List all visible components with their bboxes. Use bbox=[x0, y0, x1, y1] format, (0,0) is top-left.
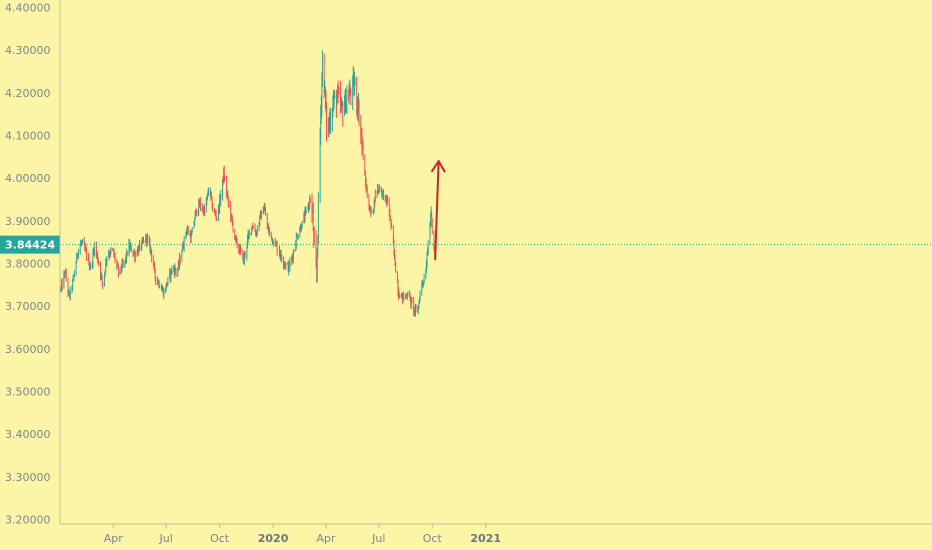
y-tick-label: 3.60000 bbox=[5, 343, 51, 356]
y-tick-label: 4.10000 bbox=[5, 130, 51, 143]
annotation-arrow-head bbox=[431, 160, 446, 173]
y-tick-label: 4.40000 bbox=[5, 2, 51, 15]
x-tick-label: Apr bbox=[104, 532, 124, 545]
y-tick-label: 3.80000 bbox=[5, 258, 51, 271]
x-axis: Apr Jul Oct 2020 Apr Jul Oct 2021 bbox=[60, 523, 932, 545]
x-tick-label: 2020 bbox=[258, 532, 289, 545]
y-tick-label: 3.20000 bbox=[5, 514, 51, 527]
x-tick-label: 2021 bbox=[470, 532, 501, 545]
y-tick-label: 3.30000 bbox=[5, 471, 51, 484]
x-tick-label: Jul bbox=[159, 532, 173, 545]
y-tick-label: 4.20000 bbox=[5, 87, 51, 100]
x-tick-label: Oct bbox=[210, 532, 230, 545]
y-tick-label: 3.50000 bbox=[5, 386, 51, 399]
y-tick-label: 3.70000 bbox=[5, 300, 51, 313]
y-tick-label: 3.90000 bbox=[5, 215, 51, 228]
candles-layer bbox=[60, 50, 436, 317]
y-tick-label: 4.30000 bbox=[5, 44, 51, 57]
x-tick-label: Apr bbox=[316, 532, 336, 545]
x-tick-label: Jul bbox=[371, 532, 385, 545]
price-line-layer: 3.84424 bbox=[0, 235, 932, 254]
y-tick-label: 3.40000 bbox=[5, 428, 51, 441]
y-axis: 4.40000 4.30000 4.20000 4.10000 4.00000 3.900… bbox=[5, 0, 61, 527]
y-tick-label: 4.00000 bbox=[5, 172, 51, 185]
annotation-arrow-shaft bbox=[434, 160, 440, 261]
current-price-tag bbox=[0, 235, 60, 254]
current-price-label: 3.84424 bbox=[5, 239, 55, 252]
annotation-arrow-layer bbox=[431, 160, 446, 261]
x-tick-label: Oct bbox=[423, 532, 443, 545]
